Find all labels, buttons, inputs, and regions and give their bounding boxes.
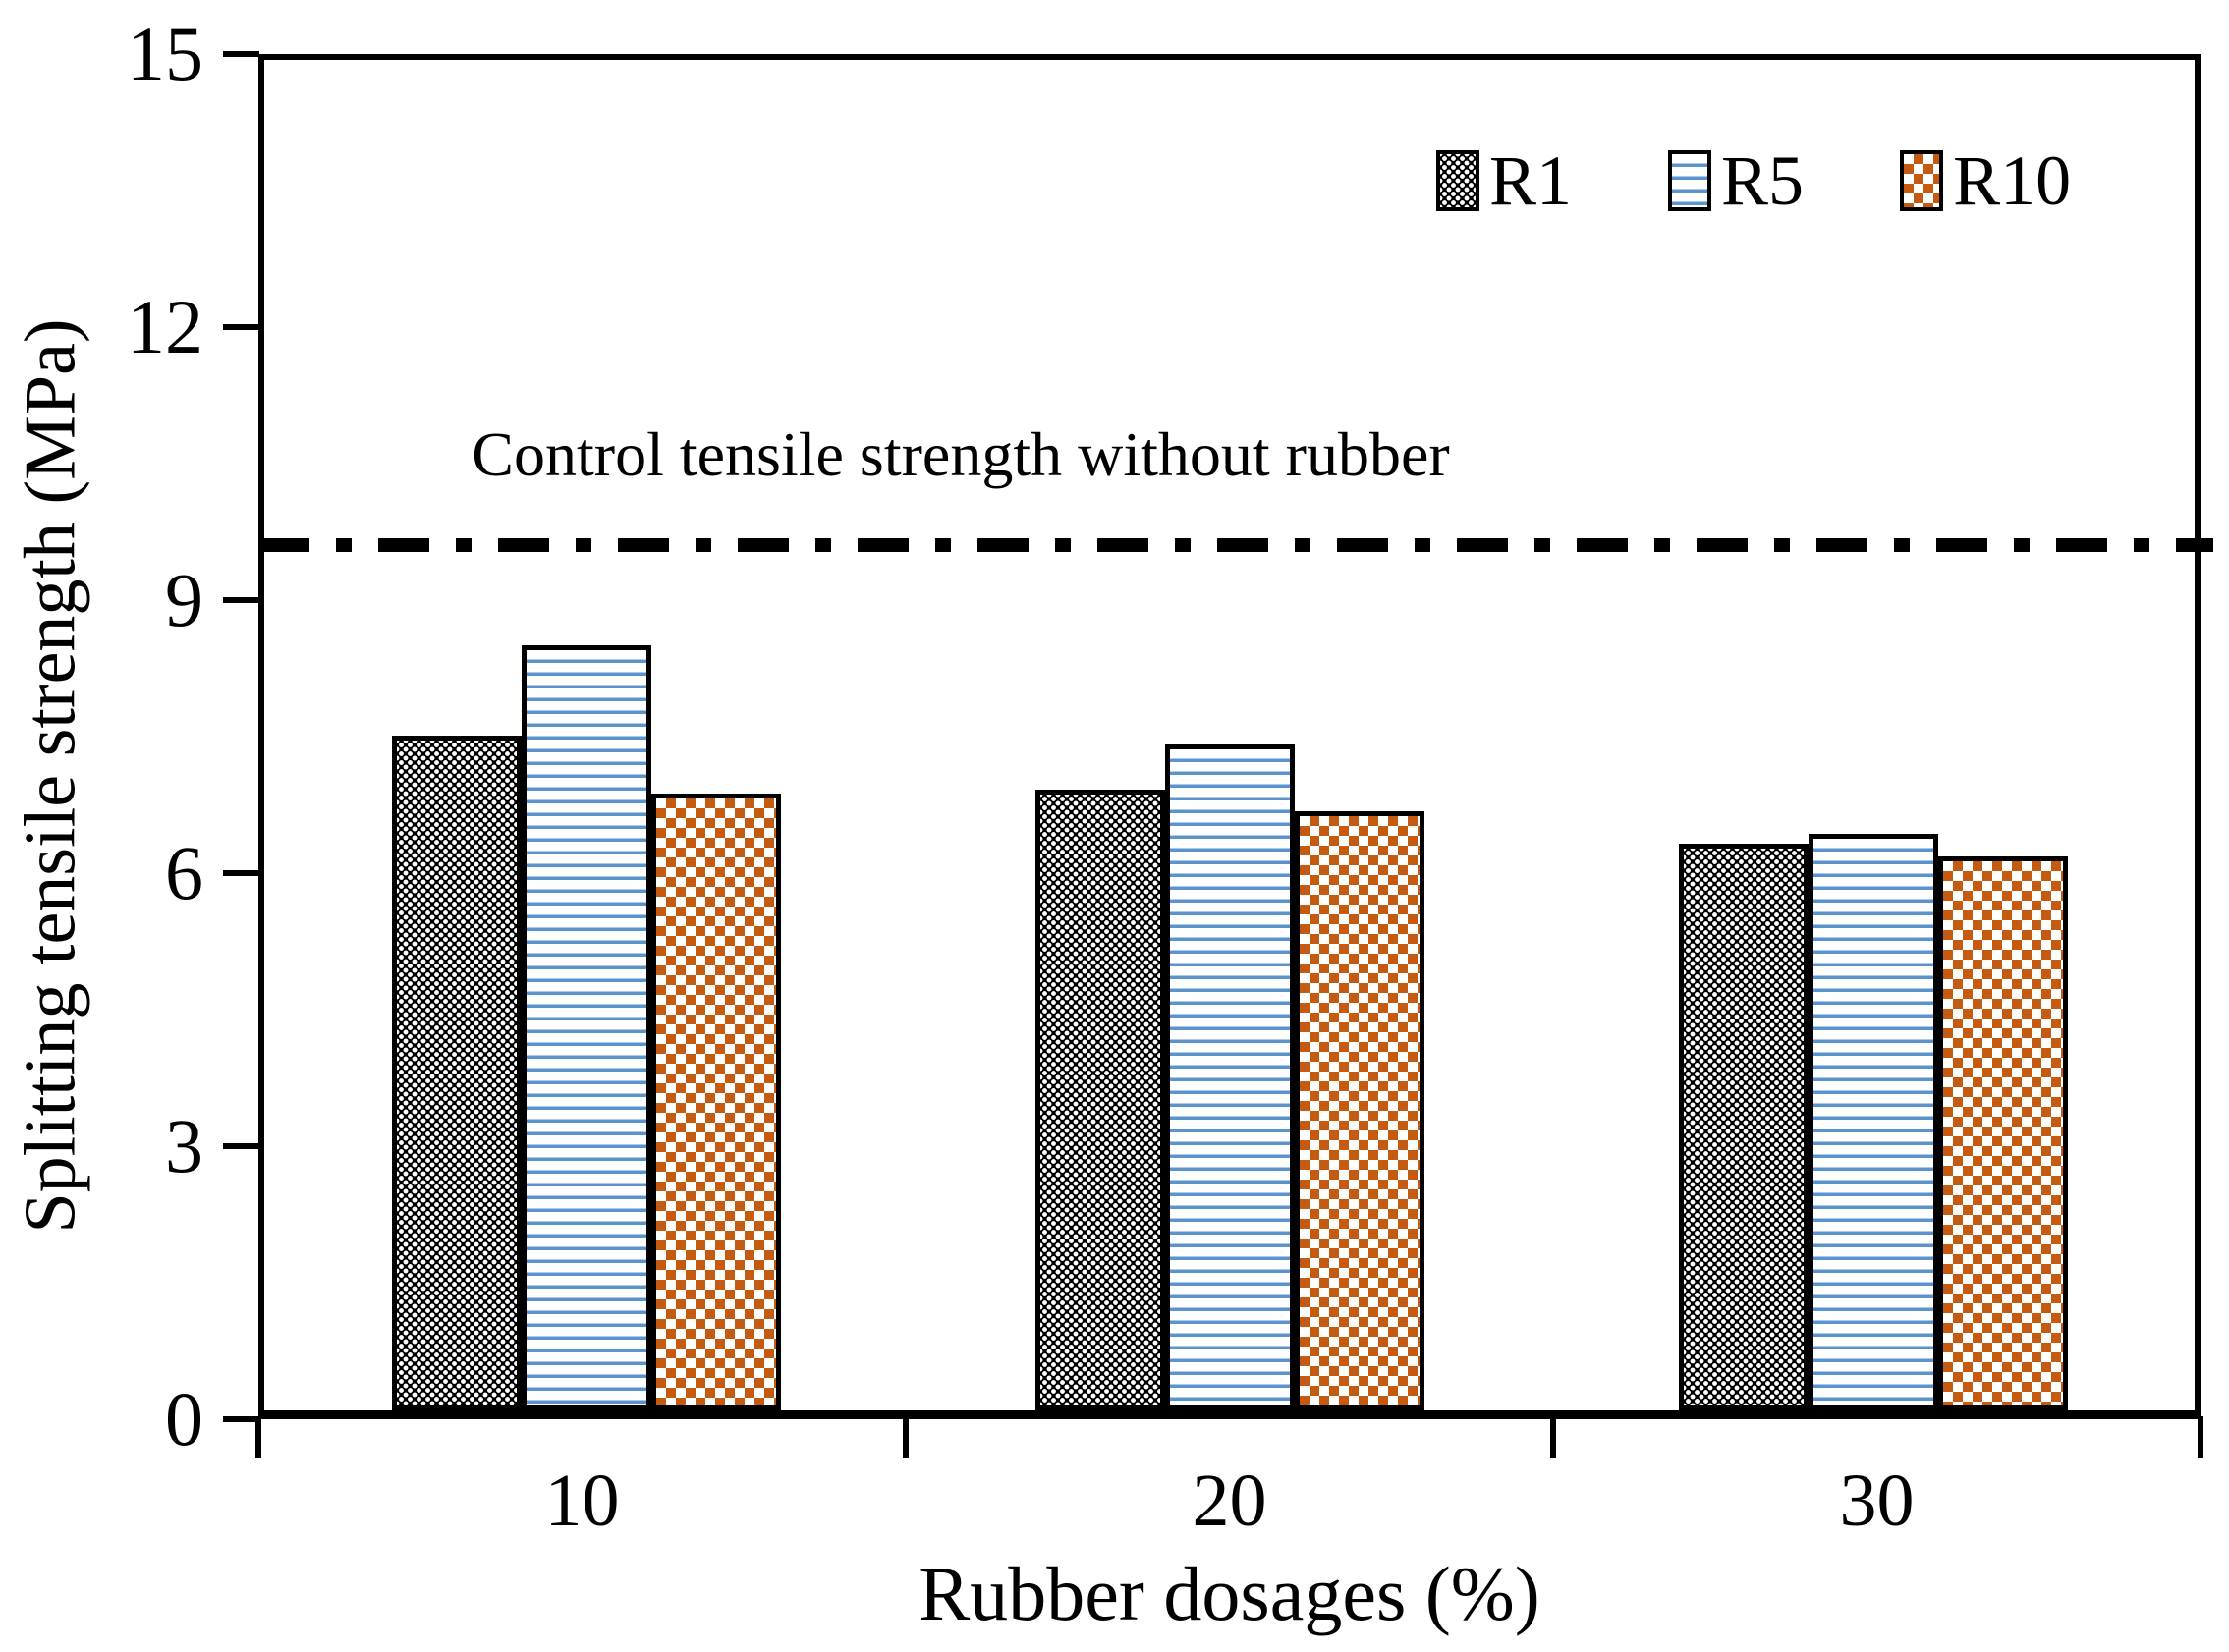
bar-r5-30 [1808, 834, 1938, 1410]
x-category-label: 20 [1192, 1459, 1267, 1542]
y-tick-label: 3 [165, 1103, 203, 1188]
y-tick-label: 12 [127, 284, 203, 369]
legend-label-r5: R5 [1721, 141, 1805, 220]
bar-r5-20 [1164, 743, 1295, 1410]
bar-r5-10 [521, 644, 651, 1410]
control-reference-line-label: Control tensile strength without rubber [472, 419, 1450, 489]
bar-r10-30 [1937, 856, 2068, 1410]
y-axis-title: Splitting tensile strength (MPa) [10, 318, 91, 1234]
legend-item-r5: R5 [1668, 145, 1804, 216]
bar-r10-10 [650, 794, 781, 1410]
legend-swatch-r10 [1900, 150, 1944, 211]
x-category-label: 10 [544, 1459, 620, 1542]
bar-r1-30 [1678, 843, 1809, 1410]
y-tick-mark [223, 1416, 259, 1422]
control-reference-line [258, 538, 2213, 553]
bar-r1-10 [391, 735, 522, 1410]
y-tick-label: 9 [165, 557, 203, 642]
x-axis-title: Rubber dosages (%) [919, 1551, 1540, 1636]
y-tick-mark [223, 51, 259, 57]
x-category-label: 30 [1839, 1459, 1915, 1542]
legend-label-r10: R10 [1953, 141, 2072, 220]
legend-swatch-r1 [1436, 150, 1479, 211]
y-tick-mark [223, 324, 259, 330]
y-tick-mark [223, 597, 259, 603]
y-tick-mark [223, 1143, 259, 1149]
y-tick-label: 15 [127, 11, 203, 96]
x-tick-mark [2198, 1416, 2203, 1458]
legend-item-r1: R1 [1436, 145, 1572, 216]
legend-item-r10: R10 [1900, 145, 2071, 216]
x-tick-mark [903, 1416, 909, 1458]
bar-r1-20 [1034, 789, 1165, 1410]
legend: R1 R5 R10 [1436, 145, 2071, 216]
x-tick-mark [1550, 1416, 1556, 1458]
legend-label-r1: R1 [1489, 141, 1573, 220]
y-tick-mark [223, 870, 259, 876]
bar-r10-20 [1294, 811, 1424, 1410]
y-tick-label: 6 [165, 830, 203, 915]
x-tick-mark [255, 1416, 261, 1458]
y-tick-label: 0 [165, 1376, 203, 1461]
legend-swatch-r5 [1668, 150, 1712, 211]
